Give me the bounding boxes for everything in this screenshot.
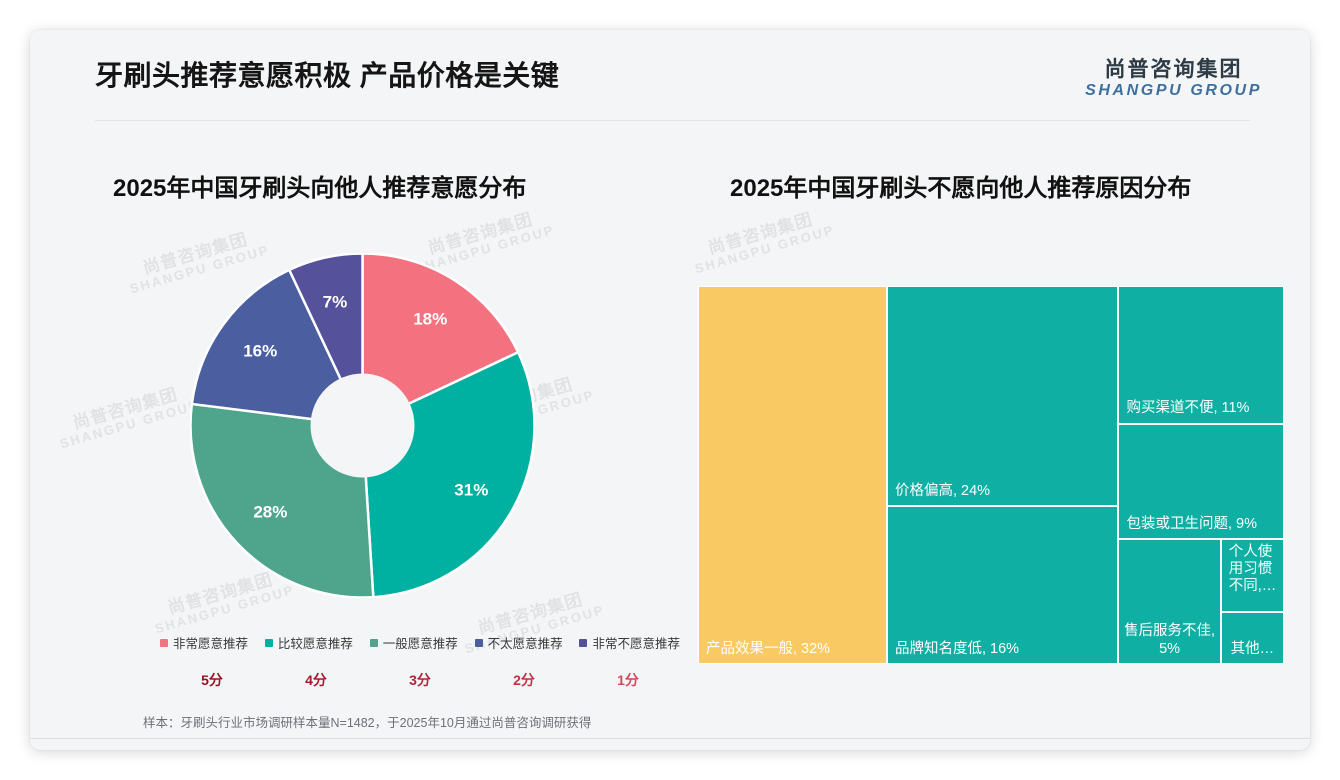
donut-slice-label: 7% — [323, 293, 348, 312]
legend-label: 非常愿意推荐 — [173, 637, 249, 651]
watermark: 尚普咨询集团 SHANGPU GROUP — [688, 206, 836, 277]
score-scale-label: 3分 — [409, 672, 431, 688]
treemap-tile[interactable]: 售后服务不佳, 5% — [1118, 539, 1221, 664]
treemap-tile[interactable]: 个人使用习惯不同,… — [1220, 539, 1284, 613]
legend-swatch-icon — [474, 638, 483, 647]
donut-slice-label: 16% — [243, 342, 277, 361]
brand-logo: 尚普咨询集团 SHANGPU GROUP — [1085, 58, 1262, 100]
treemap-tile[interactable]: 包装或卫生问题, 9% — [1118, 423, 1284, 540]
donut-legend: 非常愿意推荐 比较愿意推荐 一般愿意推荐 不太愿意推荐 非常不愿意推荐 — [160, 633, 680, 652]
legend-item[interactable]: 不太愿意推荐 — [474, 633, 563, 652]
legend-label: 一般愿意推荐 — [382, 637, 458, 651]
legend-item[interactable]: 一般愿意推荐 — [369, 633, 458, 652]
score-scale-label: 5分 — [201, 672, 223, 688]
treemap-tile-label: 其他… — [1230, 640, 1275, 657]
treemap-tile-label: 产品效果一般, 32% — [706, 640, 831, 657]
treemap-chart: 产品效果一般, 32% 价格偏高, 24% 品牌知名度低, 16% 购买渠道不便, 1… — [698, 286, 1284, 664]
donut-slice[interactable] — [361, 253, 520, 428]
watermark-cn: 尚普咨询集团 — [705, 209, 815, 258]
treemap-tile-label: 品牌知名度低, 16% — [894, 640, 1020, 657]
watermark: 尚普咨询集团 SHANGPU GROUP — [53, 381, 201, 452]
legend-label: 比较愿意推荐 — [277, 637, 353, 651]
treemap-tile-label: 购买渠道不便, 11% — [1126, 400, 1250, 417]
treemap-tile[interactable]: 价格偏高, 24% — [886, 286, 1119, 506]
sample-footnote: 样本：牙刷头行业市场调研样本量N=1482，于2025年10月通过尚普咨询调研获… — [143, 716, 592, 730]
legend-swatch-icon — [579, 638, 588, 647]
header-divider — [95, 120, 1250, 121]
donut-chart-svg: 18% 31% 28% 16% 7% — [190, 253, 535, 598]
page-title: 牙刷头推荐意愿积极 产品价格是关键 — [95, 60, 560, 91]
score-scale-label: 2分 — [513, 672, 535, 688]
donut-slice-label: 18% — [413, 309, 447, 328]
treemap-tile[interactable]: 产品效果一般, 32% — [698, 286, 887, 664]
treemap-tile[interactable]: 品牌知名度低, 16% — [886, 505, 1119, 664]
right-chart-title: 2025年中国牙刷头不愿向他人推荐原因分布 — [730, 175, 1192, 202]
score-scale-label: 4分 — [305, 672, 327, 688]
score-scale-label: 1分 — [617, 672, 639, 688]
legend-swatch-icon — [160, 638, 168, 647]
donut-slice-label: 31% — [454, 480, 488, 499]
donut-chart: 18% 31% 28% 16% 7% — [190, 253, 535, 598]
legend-item[interactable]: 比较愿意推荐 — [264, 633, 353, 652]
legend-item[interactable]: 非常不愿意推荐 — [579, 633, 680, 652]
header: 牙刷头推荐意愿积极 产品价格是关键 尚普咨询集团 SHANGPU GROUP — [30, 30, 1310, 120]
watermark-cn: 尚普咨询集团 — [70, 384, 180, 433]
slide-card: 尚普咨询集团 SHANGPU GROUP 尚普咨询集团 SHANGPU GROU… — [30, 30, 1310, 750]
brand-name-en: SHANGPU GROUP — [1085, 82, 1262, 100]
treemap-tile[interactable]: 其他… — [1220, 612, 1284, 664]
legend-label: 不太愿意推荐 — [487, 637, 563, 651]
donut-score-scale: 5分 4分 3分 2分 1分 — [160, 670, 680, 690]
watermark-en: SHANGPU GROUP — [58, 397, 202, 452]
treemap-tile-label: 售后服务不佳, 5% — [1124, 622, 1216, 657]
legend-swatch-icon — [264, 638, 273, 647]
treemap-tile-label: 价格偏高, 24% — [894, 482, 991, 499]
footer: ©2025.12 SHANGPU GROUP www.shangpu-china… — [30, 739, 1310, 750]
donut-slice-label: 28% — [253, 503, 287, 522]
legend-item[interactable]: 非常愿意推荐 — [160, 633, 248, 652]
treemap-tile-label: 个人使用习惯不同,… — [1228, 544, 1277, 595]
left-chart-title: 2025年中国牙刷头向他人推荐意愿分布 — [113, 175, 527, 202]
treemap-tile[interactable]: 购买渠道不便, 11% — [1118, 286, 1284, 424]
watermark-en: SHANGPU GROUP — [693, 222, 837, 277]
legend-swatch-icon — [369, 638, 378, 647]
legend-label: 非常不愿意推荐 — [592, 637, 680, 651]
footer-divider — [30, 738, 1310, 739]
treemap-tile-label: 包装或卫生问题, 9% — [1126, 516, 1257, 533]
donut-hole — [310, 373, 415, 478]
brand-name-cn: 尚普咨询集团 — [1104, 58, 1243, 81]
donut-slice[interactable] — [190, 268, 365, 428]
